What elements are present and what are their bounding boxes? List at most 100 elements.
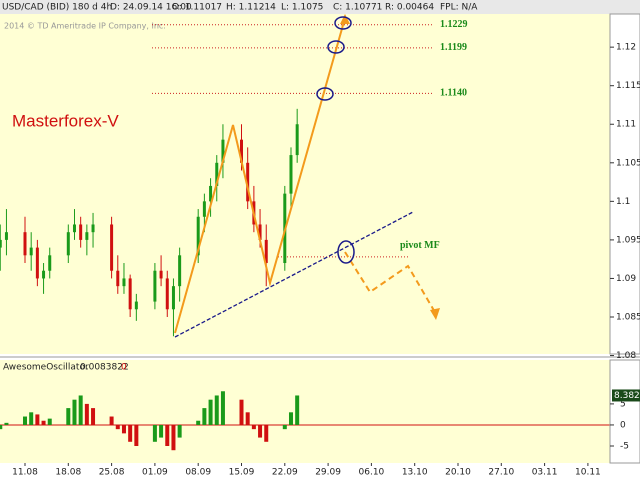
x-tick-label: 25.08 [99, 468, 125, 478]
y-tick-label: 1.1 [616, 197, 630, 207]
last-value-label: 8.3822 [614, 391, 640, 401]
date: D: 24.09.14 16:00 [110, 3, 192, 13]
candle-body [42, 270, 46, 279]
osc-note: 0 [121, 363, 127, 373]
osc-bar [29, 412, 34, 425]
osc-bar [295, 395, 300, 425]
y-tick-label: 1.105 [616, 158, 640, 168]
forecast-head [430, 308, 440, 320]
osc-bar [0, 424, 3, 430]
x-tick-label: 08.09 [185, 468, 211, 478]
candle-body [134, 301, 138, 310]
y-tick-label: 1.12 [616, 43, 636, 53]
y-tick-label: 1.115 [616, 81, 640, 91]
last-value-box [612, 389, 640, 402]
candle-body [221, 139, 225, 163]
osc-bar [214, 395, 219, 425]
candle-body [110, 224, 114, 271]
x-tick-label: 01.09 [142, 468, 168, 478]
osc-y-tick-label: -5 [620, 442, 629, 452]
osc-bar [288, 412, 293, 425]
y-tick-label: 1.095 [616, 235, 640, 245]
osc-bar [78, 395, 83, 425]
osc-panel [0, 360, 610, 463]
candle-body [128, 278, 132, 310]
osc-bar [171, 424, 176, 451]
candle-body [165, 278, 169, 310]
osc-bar [91, 408, 96, 425]
y-tick-label: 1.085 [616, 312, 640, 322]
high: H: 1.11214 [226, 3, 276, 13]
candle-body [91, 224, 95, 233]
osc-bar [84, 403, 89, 425]
candle-body [246, 162, 250, 202]
range: R: 0.00464 [385, 3, 434, 13]
osc-bar [41, 420, 46, 425]
candle-body [215, 162, 219, 186]
candle-body [209, 185, 213, 202]
candle-body [122, 278, 126, 287]
osc-y-tick-label: 5 [620, 399, 626, 409]
x-tick-label: 10.11 [575, 468, 601, 478]
osc-title: AwesomeOscillator [3, 363, 89, 373]
candle-body [35, 247, 39, 279]
osc-axis [609, 359, 640, 464]
x-tick-label: 18.08 [55, 468, 81, 478]
candle-body [159, 270, 163, 279]
circle [334, 16, 352, 30]
candle-body [23, 232, 27, 256]
osc-bar [159, 424, 164, 438]
osc-bar [245, 412, 250, 425]
osc-bar [239, 399, 244, 425]
osc-bar [196, 420, 201, 425]
x-tick-label: 06.10 [359, 468, 385, 478]
x-tick-label: 22.09 [272, 468, 298, 478]
x-tick-label: 03.11 [532, 468, 558, 478]
osc-bar [109, 416, 114, 425]
circle [327, 40, 345, 54]
candle-body [116, 270, 120, 287]
level-label: 1.1229 [440, 19, 468, 30]
candle-body [4, 232, 8, 240]
zigzag [174, 17, 346, 334]
osc-y-tick-label: 0 [620, 420, 626, 430]
x-tick-label: 27.10 [488, 468, 514, 478]
candle-body [48, 255, 52, 271]
symbol: USD/CAD (BID) 180 d 4h [2, 3, 112, 13]
price-axis [609, 13, 640, 355]
candle-body [29, 247, 33, 256]
circle [316, 87, 334, 101]
osc-bar [165, 424, 170, 446]
osc-bar [152, 424, 157, 442]
y-tick-label: 1.11 [616, 120, 636, 130]
circle [337, 240, 355, 264]
trendline [174, 211, 414, 338]
osc-bar [220, 391, 225, 425]
candle-body [196, 216, 200, 256]
price-panel [0, 14, 610, 354]
osc-bar [121, 424, 126, 434]
osc-bar [282, 424, 287, 430]
osc-bar [177, 424, 182, 438]
osc-bar [202, 408, 207, 425]
chart-title: Masterforex-V [12, 111, 119, 130]
x-tick-label: 11.08 [12, 468, 38, 478]
candle-body [153, 270, 157, 302]
candle-body [72, 224, 76, 233]
osc-bar [128, 424, 133, 442]
candle-body [264, 239, 268, 264]
annotations [174, 14, 440, 338]
y-tick-label: 1.09 [616, 274, 636, 284]
low: L: 1.1075 [281, 3, 323, 13]
osc-bar [115, 424, 120, 430]
close: C: 1.10771 [333, 3, 382, 13]
x-tick-label: 20.10 [445, 468, 471, 478]
osc-bar [47, 418, 52, 425]
candle-body [0, 239, 2, 248]
open: O: 1.11017 [172, 3, 222, 13]
osc-bar [208, 399, 213, 425]
osc-bar [4, 422, 9, 425]
candle-body [66, 232, 70, 256]
y-tick-label: 1.08 [616, 351, 636, 361]
